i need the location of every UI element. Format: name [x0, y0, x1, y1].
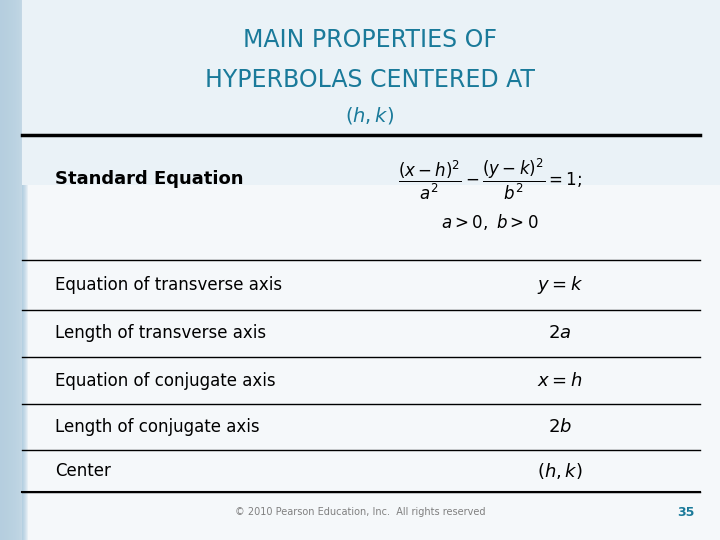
Bar [0, 0, 23, 540]
Bar [0, 0, 22, 540]
Bar [0, 0, 10, 540]
Bar [0, 0, 7, 540]
Bar [0, 0, 12, 540]
Bar [0, 0, 14, 540]
Text: Standard Equation: Standard Equation [55, 171, 243, 188]
Bar [0, 0, 6, 540]
Text: $(h, k)$: $(h, k)$ [346, 105, 395, 125]
Bar [0, 0, 4, 540]
Text: Equation of conjugate axis: Equation of conjugate axis [55, 372, 276, 389]
Bar [22, 0, 720, 185]
Bar [0, 0, 26, 540]
Text: MAIN PROPERTIES OF: MAIN PROPERTIES OF [243, 28, 497, 52]
Text: $2b$: $2b$ [548, 418, 572, 436]
Text: © 2010 Pearson Education, Inc.  All rights reserved: © 2010 Pearson Education, Inc. All right… [235, 507, 485, 517]
Bar [0, 0, 12, 540]
Bar [0, 0, 25, 540]
Bar [0, 0, 6, 540]
Bar [0, 0, 15, 540]
Bar [0, 0, 4, 540]
Bar [0, 0, 2, 540]
Bar [0, 0, 3, 540]
Bar [0, 0, 22, 540]
Bar [0, 0, 21, 540]
Text: $x = h$: $x = h$ [537, 372, 582, 389]
Bar [0, 0, 28, 540]
Text: Equation of transverse axis: Equation of transverse axis [55, 276, 282, 294]
Text: $y = k$: $y = k$ [537, 274, 583, 296]
Bar [0, 0, 19, 540]
Bar [0, 0, 22, 540]
Text: Center: Center [55, 462, 111, 480]
Bar [0, 0, 16, 540]
Bar [0, 0, 27, 540]
Text: Length of conjugate axis: Length of conjugate axis [55, 418, 260, 436]
Bar [0, 0, 9, 540]
Text: HYPERBOLAS CENTERED AT: HYPERBOLAS CENTERED AT [205, 68, 535, 92]
Text: $2a$: $2a$ [549, 325, 572, 342]
Bar [0, 0, 18, 540]
Bar [0, 0, 24, 540]
Bar [0, 0, 1, 540]
Text: $a > 0,\ b > 0$: $a > 0,\ b > 0$ [441, 213, 539, 233]
Text: $(h, k)$: $(h, k)$ [537, 461, 582, 481]
Bar [0, 0, 19, 540]
Text: Length of transverse axis: Length of transverse axis [55, 325, 266, 342]
Bar [0, 0, 13, 540]
Text: 35: 35 [678, 505, 695, 518]
Bar [0, 0, 17, 540]
Bar [0, 0, 9, 540]
Text: $\dfrac{(x-h)^{2}}{a^{2}}-\dfrac{(y-k)^{2}}{b^{2}}=1;$: $\dfrac{(x-h)^{2}}{a^{2}}-\dfrac{(y-k)^{… [398, 157, 582, 202]
